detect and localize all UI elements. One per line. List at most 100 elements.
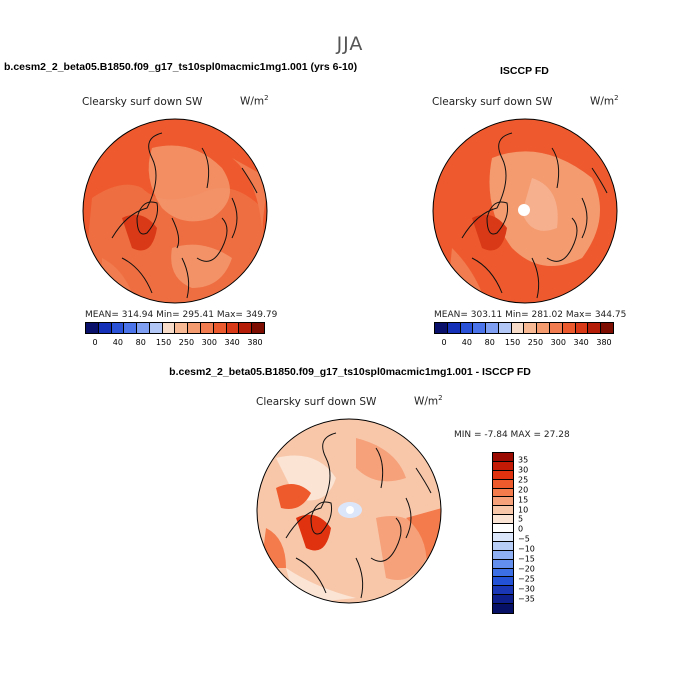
- panel3-colorbar: 35 30 25 20 15 10 5 0 −5 −10 −15 −20 −25 −30 −35: [492, 452, 535, 615]
- colorbar-tick-label: 250: [527, 338, 544, 347]
- cb-swatch: [493, 559, 513, 569]
- colorbar-tick-label: −15: [518, 554, 535, 564]
- cb-swatch: [493, 515, 513, 525]
- cb-swatch: [493, 461, 513, 471]
- cb-swatch: [137, 323, 150, 333]
- panel2-colorbar-ticks: 0 40 80 150 250 300 340 380: [434, 338, 614, 348]
- panel1-title: b.cesm2_2_beta05.B1850.f09_g17_ts10spl0m…: [4, 61, 358, 73]
- cb-swatch: [511, 323, 525, 333]
- cb-swatch: [239, 323, 253, 333]
- cb-swatch: [188, 323, 202, 333]
- panel2-field-label: Clearsky surf down SW: [432, 96, 553, 108]
- colorbar-tick-label: 380: [596, 338, 612, 347]
- cb-swatch: [493, 488, 513, 498]
- cb-swatch: [493, 453, 513, 462]
- panel3-colorbar-ticks: 35 30 25 20 15 10 5 0 −5 −10 −15 −20 −25 −30 −35: [518, 452, 558, 614]
- cb-swatch: [493, 577, 513, 587]
- cb-swatch: [562, 323, 576, 333]
- panel1-colorbar: 0 40 80 150 250 300 340 380: [85, 322, 265, 348]
- panel2-title: ISCCP FD: [500, 65, 549, 77]
- cb-swatch: [175, 323, 189, 333]
- cb-swatch: [493, 524, 513, 534]
- cb-swatch: [493, 568, 513, 578]
- colorbar-tick-label: 300: [201, 338, 217, 347]
- panel2-units: W/m2: [590, 94, 619, 108]
- panel2-polar-map: [432, 118, 618, 304]
- cb-swatch: [124, 323, 138, 333]
- colorbar-tick-label: −25: [518, 574, 535, 584]
- colorbar-tick-label: 40: [461, 338, 472, 347]
- panel2-colorbar: 0 40 80 150 250 300 340 380: [434, 322, 614, 348]
- cb-swatch: [493, 533, 513, 542]
- colorbar-tick-label: −5: [518, 534, 530, 544]
- colorbar-tick-label: 0: [441, 338, 447, 347]
- cb-swatch: [524, 323, 538, 333]
- colorbar-tick-label: 150: [155, 338, 172, 347]
- cb-swatch: [435, 323, 448, 333]
- colorbar-tick-label: −20: [518, 564, 535, 574]
- cb-swatch: [493, 479, 513, 489]
- cb-swatch: [493, 550, 513, 560]
- panel3-units: W/m2: [414, 394, 443, 408]
- panel3-colorbar-bar: [492, 452, 514, 615]
- cb-swatch: [601, 323, 613, 333]
- colorbar-tick-label: 150: [504, 338, 521, 347]
- cb-swatch: [252, 323, 264, 333]
- cb-swatch: [493, 604, 513, 614]
- cb-swatch: [447, 323, 461, 333]
- panel1-polar-map: [82, 118, 268, 304]
- cb-swatch: [493, 497, 513, 507]
- colorbar-tick-label: 0: [92, 338, 98, 347]
- cb-swatch: [111, 323, 125, 333]
- cb-swatch: [473, 323, 487, 333]
- colorbar-tick-label: −30: [518, 584, 535, 594]
- colorbar-tick-label: −35: [518, 594, 535, 604]
- colorbar-tick-label: 80: [135, 338, 146, 347]
- colorbar-tick-label: 380: [247, 338, 263, 347]
- cb-swatch: [493, 586, 513, 596]
- cb-swatch: [86, 323, 99, 333]
- colorbar-tick-label: 300: [550, 338, 566, 347]
- panel2-stats: MEAN= 303.11 Min= 281.02 Max= 344.75: [434, 310, 627, 320]
- season-title: JJA: [336, 33, 364, 55]
- panel3-polar-map: [256, 418, 442, 604]
- colorbar-tick-label: 0: [518, 524, 524, 534]
- cb-swatch: [550, 323, 563, 333]
- colorbar-tick-label: 40: [112, 338, 123, 347]
- cb-swatch: [486, 323, 499, 333]
- cb-swatch: [162, 323, 176, 333]
- panel1-colorbar-bar: [85, 322, 265, 334]
- panel3-field-label: Clearsky surf down SW: [256, 396, 377, 408]
- cb-swatch: [493, 541, 513, 551]
- colorbar-tick-label: 25: [518, 475, 529, 485]
- panel2-colorbar-bar: [434, 322, 614, 334]
- cb-swatch: [575, 323, 589, 333]
- colorbar-tick-label: 250: [178, 338, 195, 347]
- cb-swatch: [493, 506, 513, 516]
- colorbar-tick-label: 80: [484, 338, 495, 347]
- panel1-stats: MEAN= 314.94 Min= 295.41 Max= 349.79: [85, 310, 278, 320]
- panel3-title: b.cesm2_2_beta05.B1850.f09_g17_ts10spl0m…: [169, 366, 531, 378]
- cb-swatch: [213, 323, 227, 333]
- panel1-colorbar-ticks: 0 40 80 150 250 300 340 380: [85, 338, 265, 348]
- panel1-field-label: Clearsky surf down SW: [82, 96, 203, 108]
- cb-swatch: [460, 323, 474, 333]
- colorbar-tick-label: −10: [518, 544, 535, 554]
- colorbar-tick-label: 340: [573, 338, 589, 347]
- colorbar-tick-label: 10: [518, 505, 529, 514]
- panel3-minmax: MIN = -7.84 MAX = 27.28: [454, 430, 570, 440]
- colorbar-tick-label: 35: [518, 455, 529, 465]
- colorbar-tick-label: 30: [518, 465, 529, 475]
- cb-swatch: [493, 595, 513, 605]
- colorbar-tick-label: 20: [518, 485, 529, 495]
- cb-swatch: [537, 323, 551, 333]
- colorbar-tick-label: 5: [518, 514, 524, 524]
- cb-swatch: [98, 323, 112, 333]
- cb-swatch: [149, 323, 163, 333]
- panel1-units: W/m2: [240, 94, 269, 108]
- cb-swatch: [588, 323, 602, 333]
- colorbar-tick-label: 340: [224, 338, 240, 347]
- cb-swatch: [498, 323, 512, 333]
- colorbar-tick-label: 15: [518, 495, 529, 505]
- cb-swatch: [493, 470, 513, 480]
